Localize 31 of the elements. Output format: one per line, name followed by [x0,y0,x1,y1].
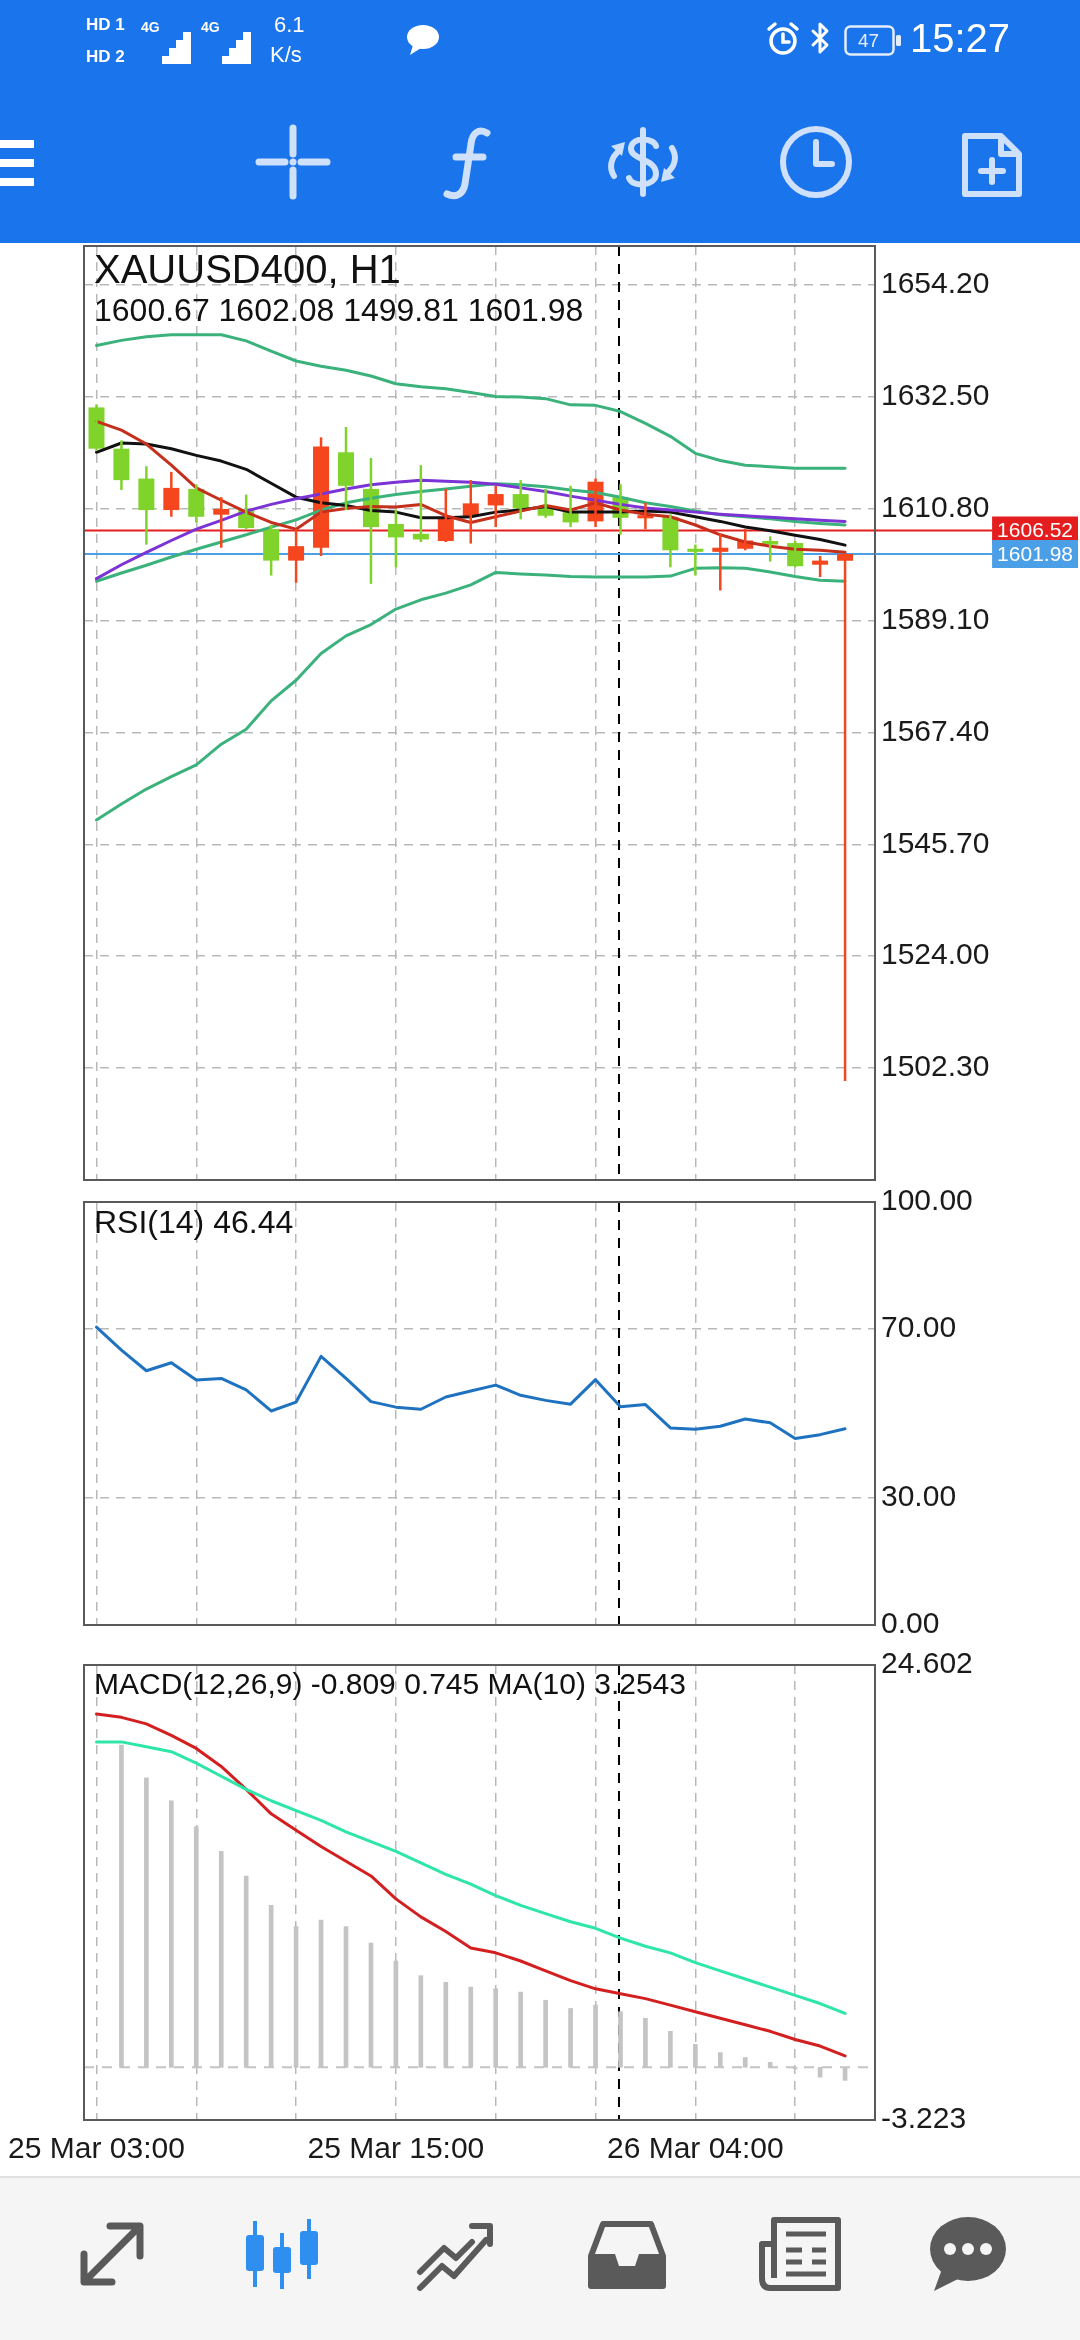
x-tick-label: 25 Mar 03:00 [8,2131,185,2165]
ref-line-label: 1601.98 [997,541,1074,565]
text: 4G [201,19,220,35]
y-tick-label: 0.00 [881,1606,940,1640]
y-tick-label: 1545.70 [881,825,990,859]
text: 47 [858,30,880,51]
x-tick-label: 25 Mar 15:00 [307,2131,485,2165]
y-tick-label: 1502.30 [881,1049,990,1083]
y-tick-label: -3.223 [881,2101,967,2135]
x-tick-label: 26 Mar 04:00 [606,2131,784,2165]
text: 1600.67 1602.08 1499.81 1601.98 [94,291,584,328]
text: K/s [270,42,302,67]
y-tick-label: 1589.10 [881,601,990,635]
y-tick-label: 70.00 [881,1310,957,1344]
text: HD 2 [86,47,125,66]
text: 6.1 [274,12,305,37]
y-tick-label: 24.602 [881,1646,973,1680]
y-tick-label: 30.00 [881,1479,957,1513]
chart-title: RSI(14) 46.44 [94,1203,294,1240]
y-tick-label: 1524.00 [881,937,990,971]
text: 15:27 [910,16,1011,60]
ref-line-label: 1606.52 [997,518,1074,542]
chart-title: XAUUSD400, H1 [94,247,401,292]
text: 4G [141,19,160,35]
chart-title: MACD(12,26,9) -0.809 0.745 MA(10) 3.2543 [94,1667,686,1701]
y-tick-label: 1654.20 [881,265,990,299]
y-tick-label: 1567.40 [881,713,990,747]
text: HD 1 [86,15,125,34]
y-tick-label: 1632.50 [881,377,990,411]
y-tick-label: 100.00 [881,1183,973,1217]
y-tick-label: 1610.80 [881,489,990,523]
